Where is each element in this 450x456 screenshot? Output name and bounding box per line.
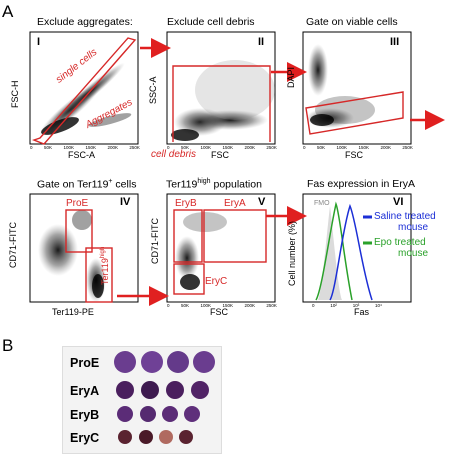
plot-2-x-ticks: 0 50K 100K 150K 200K 250K <box>167 145 277 150</box>
legend-epo: Epo treated mouse <box>374 237 429 259</box>
plot-4-title: Gate on Ter119+ cells <box>37 178 137 191</box>
plot-1-single-cell-gate <box>31 37 137 145</box>
proe-cells <box>114 351 215 373</box>
plot-5-erya-gate <box>203 209 267 263</box>
plot-2-cell-debris-label: cell debris <box>151 149 197 160</box>
plot-3-x-ticks: 0 50K 100K 150K 200K 250K <box>303 145 413 150</box>
plot-4-xlabel: Ter119-PE <box>52 307 94 317</box>
plot-2-roman: II <box>258 36 265 48</box>
plot-5-eryc-label: EryC <box>205 276 228 287</box>
plot-4-proe-label: ProE <box>66 198 89 209</box>
plot-3-xlabel: FSC <box>345 150 363 160</box>
plot-4-density <box>38 210 106 302</box>
eryc-cells <box>118 430 193 444</box>
panel-a-letter: A <box>2 2 14 21</box>
row-label-erya: EryA <box>70 384 100 398</box>
plot-6-x-ticks: 0 10² 10³ 10⁴ <box>312 303 382 308</box>
plot-5-x-ticks: 0 50K 100K 150K 200K 250K <box>167 303 277 308</box>
plot-5-erya-label: EryA <box>224 198 246 209</box>
row-label-eryb: EryB <box>70 408 100 422</box>
plot-6-roman: VI <box>393 196 404 208</box>
plot-1-xlabel: FSC-A <box>68 150 95 160</box>
row-label-proe: ProE <box>70 356 100 370</box>
plot-5-eryc-gate <box>173 263 205 295</box>
epo-histogram <box>315 201 353 301</box>
eryb-cells <box>117 406 200 422</box>
row-label-eryc: EryC <box>70 431 100 445</box>
plot-5-title: Ter119high population <box>166 178 262 191</box>
panel-b-letter: B <box>2 336 14 355</box>
plot-3-density <box>306 44 375 128</box>
plot-6-title: Fas expression in EryA <box>307 178 415 190</box>
plot-5-eryb-label: EryB <box>175 198 197 209</box>
plot-5-eryb-gate <box>173 209 203 263</box>
plot-3-dapi-gate <box>305 91 404 135</box>
plot-4-proe-gate <box>65 209 93 253</box>
plot-5-xlabel: FSC <box>210 307 228 317</box>
plot-3-roman: III <box>390 36 400 48</box>
plot-3-title: Gate on viable cells <box>306 16 398 28</box>
plot-1-x-ticks: 0 50K 100K 150K 200K 250K <box>30 145 140 150</box>
plot-6-fmo-label: FMO <box>314 200 330 207</box>
plot-2-viable-gate <box>172 65 271 142</box>
plot-4-ter119-gate <box>85 247 113 303</box>
plot-2-density <box>171 60 275 141</box>
plot-2-title: Exclude cell debris <box>167 16 255 28</box>
plot-1-roman: I <box>37 36 41 48</box>
plot-4-roman: IV <box>120 196 131 208</box>
plot-1-title: Exclude aggregates: <box>37 16 133 28</box>
erya-cells <box>116 381 209 399</box>
plot-5-roman: V <box>258 196 266 208</box>
plot-5-density <box>175 212 227 290</box>
plot-2-xlabel: FSC <box>211 150 229 160</box>
legend-saline: Saline treated mouse <box>374 211 436 233</box>
plot-6-xlabel: Fas <box>354 307 370 317</box>
saline-histogram <box>329 203 373 301</box>
